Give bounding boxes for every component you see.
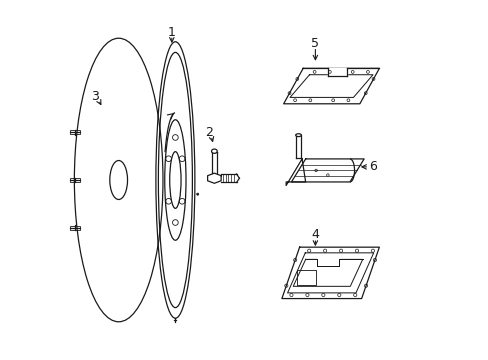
Polygon shape	[327, 68, 346, 76]
Polygon shape	[281, 247, 379, 298]
Ellipse shape	[74, 38, 163, 322]
Text: 5: 5	[311, 37, 319, 50]
Text: 4: 4	[311, 229, 319, 242]
Polygon shape	[283, 68, 379, 104]
Text: 2: 2	[204, 126, 213, 139]
Ellipse shape	[196, 193, 198, 195]
Text: 6: 6	[368, 161, 376, 174]
Text: 1: 1	[167, 26, 175, 39]
Ellipse shape	[295, 134, 301, 136]
Polygon shape	[291, 159, 364, 182]
Polygon shape	[207, 173, 221, 183]
Ellipse shape	[211, 149, 217, 153]
Text: 3: 3	[91, 90, 99, 103]
Polygon shape	[317, 258, 338, 266]
Polygon shape	[285, 159, 305, 185]
